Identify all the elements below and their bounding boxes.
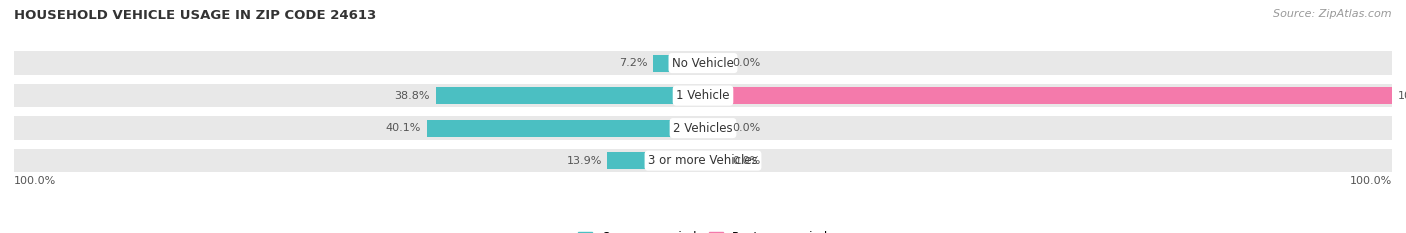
Text: 2 Vehicles: 2 Vehicles (673, 122, 733, 135)
Text: Source: ZipAtlas.com: Source: ZipAtlas.com (1274, 9, 1392, 19)
Bar (14, 149, 1392, 172)
Bar (703, 55, 727, 72)
Bar (14, 116, 1392, 140)
Bar (14, 51, 1392, 75)
Legend: Owner-occupied, Renter-occupied: Owner-occupied, Renter-occupied (572, 226, 834, 233)
Bar (654, 55, 703, 72)
Text: 0.0%: 0.0% (733, 156, 761, 166)
Text: 0.0%: 0.0% (733, 123, 761, 133)
Bar (436, 87, 703, 104)
Text: 7.2%: 7.2% (620, 58, 648, 68)
Text: 38.8%: 38.8% (395, 91, 430, 101)
Text: 13.9%: 13.9% (567, 156, 602, 166)
Bar (703, 87, 1392, 104)
Text: 1 Vehicle: 1 Vehicle (676, 89, 730, 102)
Bar (427, 120, 703, 137)
Text: HOUSEHOLD VEHICLE USAGE IN ZIP CODE 24613: HOUSEHOLD VEHICLE USAGE IN ZIP CODE 2461… (14, 9, 377, 22)
Text: 40.1%: 40.1% (385, 123, 422, 133)
Text: 100.0%: 100.0% (1398, 91, 1406, 101)
Bar (703, 152, 727, 169)
Text: 0.0%: 0.0% (733, 58, 761, 68)
Text: 100.0%: 100.0% (14, 176, 56, 186)
Bar (14, 84, 1392, 107)
Text: 100.0%: 100.0% (1350, 176, 1392, 186)
Text: 3 or more Vehicles: 3 or more Vehicles (648, 154, 758, 167)
Text: No Vehicle: No Vehicle (672, 57, 734, 70)
Bar (607, 152, 703, 169)
Bar (703, 120, 727, 137)
